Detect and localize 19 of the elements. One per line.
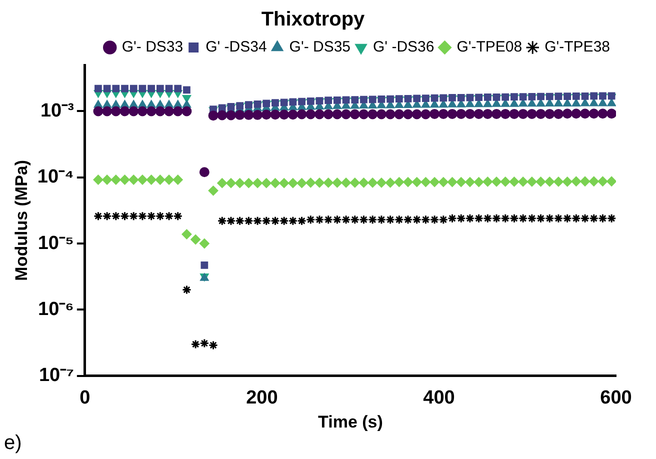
- legend-label: G' -DS34: [206, 38, 267, 56]
- x-tick-label: 0: [80, 387, 90, 408]
- y-tick-label: 10⁻⁷: [38, 365, 74, 386]
- legend-label: G'- DS35: [289, 38, 351, 56]
- y-tick-label: 10⁻³: [40, 100, 74, 122]
- x-tick-label: 200: [246, 387, 278, 408]
- x-tick-label: 400: [423, 387, 455, 408]
- legend-label: G'- DS33: [122, 38, 184, 56]
- legend-label: G' -DS36: [373, 38, 434, 56]
- legend-label: G'-TPE08: [456, 38, 522, 56]
- y-tick-label: 10⁻⁶: [38, 298, 74, 320]
- y-axis-title: Modulus (MPa): [12, 160, 31, 281]
- x-axis-title: Time (s): [318, 412, 383, 432]
- x-tick-label: 600: [600, 387, 632, 408]
- text: e): [4, 432, 22, 455]
- y-tick-label: 10⁻⁴: [37, 166, 74, 188]
- y-tick-label: 10⁻⁵: [38, 232, 74, 254]
- chart-title: Thixotropy: [261, 8, 366, 31]
- legend-label: G'-TPE38: [544, 38, 610, 56]
